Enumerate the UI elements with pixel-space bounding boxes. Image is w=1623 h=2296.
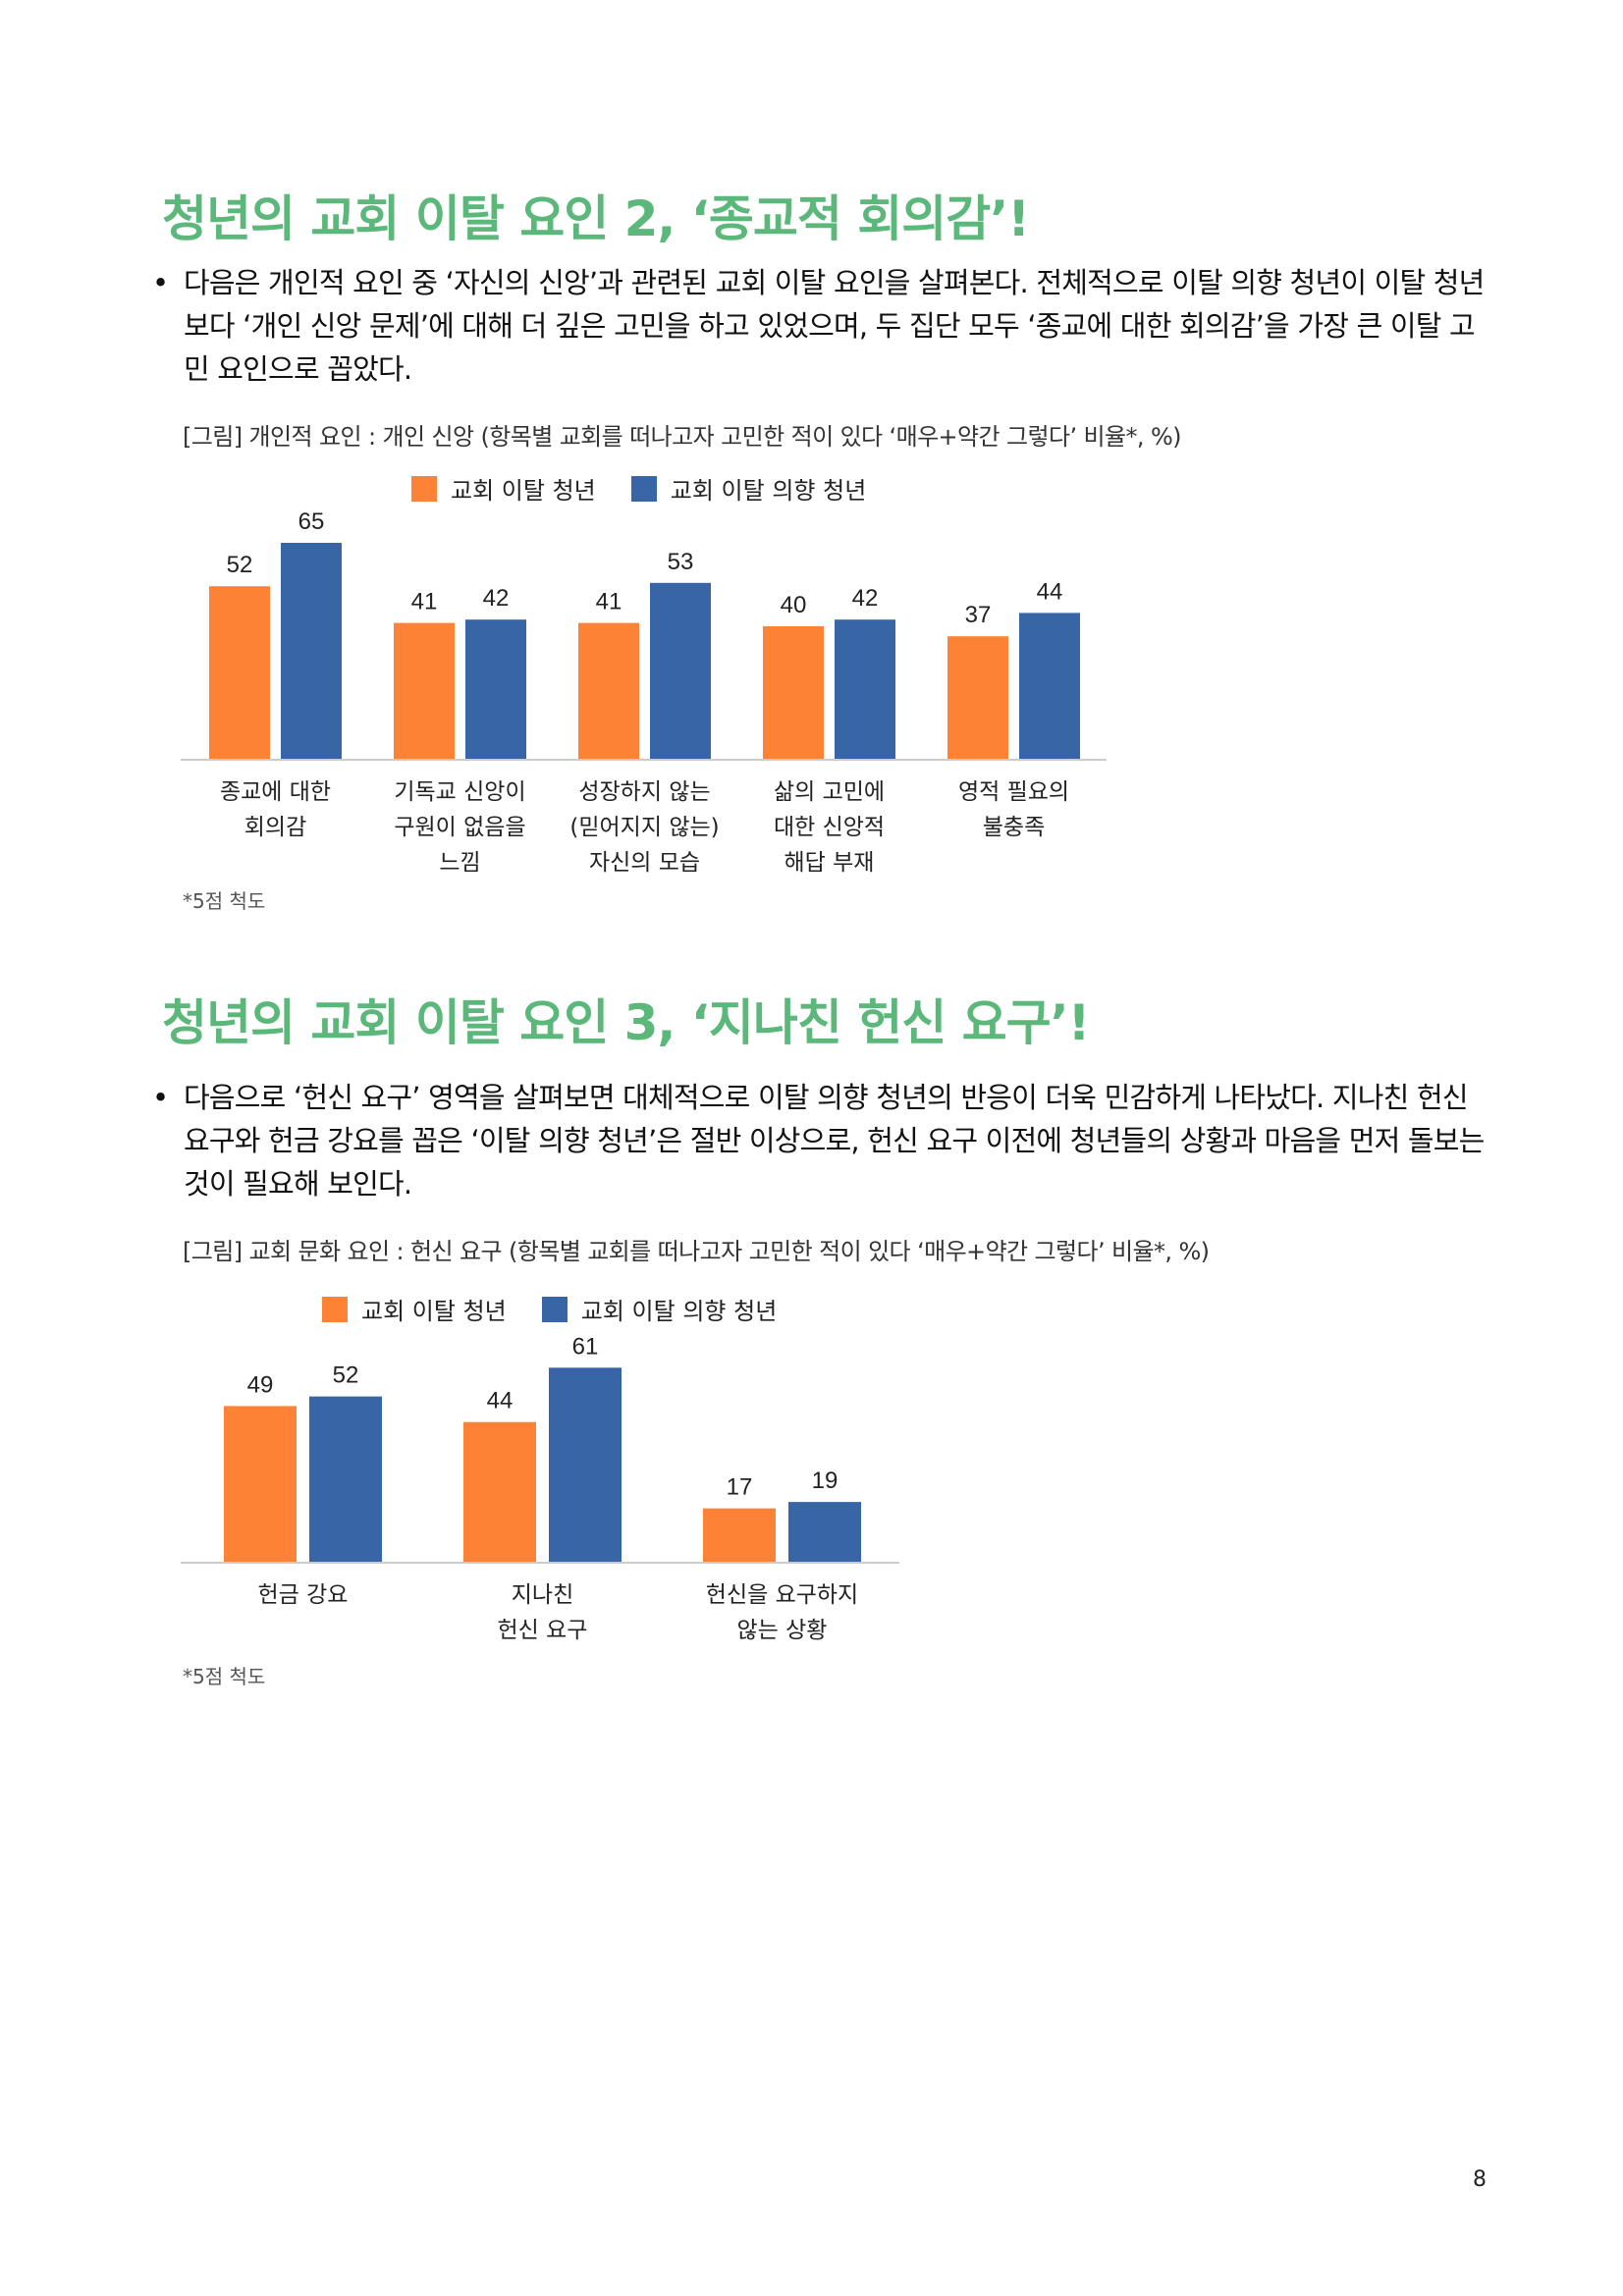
legend-swatch-blue xyxy=(630,475,657,502)
legend-label: 교회 이탈 의향 청년 xyxy=(580,1298,778,1325)
section3-bullet: • 다음으로 ‘헌신 요구’ 영역을 살펴보면 대체적으로 이탈 의향 청년의 … xyxy=(152,1076,1488,1205)
data-label: 41 xyxy=(411,589,438,615)
legend-label: 교회 이탈 청년 xyxy=(451,477,596,505)
bar xyxy=(835,619,895,760)
bar xyxy=(549,1367,622,1563)
category-label: (믿어지지 않는) xyxy=(569,815,719,840)
section2-caption: [그림] 개인적 요인 : 개인 신앙 (항목별 교회를 떠나고자 고민한 적이… xyxy=(183,423,1182,451)
category-label: 대한 신앙적 xyxy=(774,815,885,840)
category-label: 헌신을 요구하지 xyxy=(706,1582,858,1608)
bar xyxy=(463,1421,536,1563)
bar xyxy=(788,1502,861,1563)
legend-label: 교회 이탈 청년 xyxy=(361,1298,507,1325)
data-label: 52 xyxy=(227,552,253,578)
data-label: 42 xyxy=(483,585,510,612)
bar xyxy=(309,1396,382,1563)
category-label: 헌금 강요 xyxy=(258,1582,349,1608)
data-label: 44 xyxy=(1037,578,1063,605)
bar xyxy=(209,586,270,760)
bar xyxy=(281,543,342,760)
legend-item-intending: 교회 이탈 의향 청년 xyxy=(541,1292,778,1326)
data-label: 65 xyxy=(298,508,325,535)
data-label: 19 xyxy=(812,1468,839,1494)
section2-footnote: *5점 척도 xyxy=(183,889,266,913)
bar xyxy=(703,1508,776,1563)
data-label: 49 xyxy=(247,1371,274,1398)
bar xyxy=(947,636,1008,760)
chart1-legend: 교회 이탈 청년 교회 이탈 의향 청년 xyxy=(411,471,901,506)
bar xyxy=(763,626,824,760)
chart2-legend: 교회 이탈 청년 교회 이탈 의향 청년 xyxy=(322,1292,812,1326)
data-label: 52 xyxy=(333,1362,359,1389)
bar xyxy=(1019,613,1080,760)
data-label: 17 xyxy=(727,1474,753,1501)
legend-item-leaving: 교회 이탈 청년 xyxy=(411,471,596,506)
category-label: 회의감 xyxy=(244,815,306,840)
legend-label: 교회 이탈 의향 청년 xyxy=(670,477,867,505)
category-label: 지나친 xyxy=(512,1582,573,1608)
section3-caption: [그림] 교회 문화 요인 : 헌신 요구 (항목별 교회를 떠나고자 고민한 … xyxy=(183,1238,1210,1265)
bullet-dot: • xyxy=(152,266,169,299)
category-label: 성장하지 않는 xyxy=(578,779,710,805)
section2-title: 청년의 교회 이탈 요인 2, ‘종교적 회의감’! xyxy=(162,190,1030,247)
legend-item-leaving: 교회 이탈 청년 xyxy=(322,1292,507,1326)
section3-footnote: *5점 척도 xyxy=(183,1665,266,1688)
legend-swatch-orange xyxy=(411,475,437,502)
category-label: 않는 상황 xyxy=(737,1618,828,1643)
data-label: 61 xyxy=(572,1333,599,1360)
category-label: 영적 필요의 xyxy=(958,779,1069,805)
legend-swatch-orange xyxy=(322,1296,348,1322)
category-label: 기독교 신앙이 xyxy=(394,779,525,805)
page-number: 8 xyxy=(1473,2167,1487,2192)
legend-swatch-blue xyxy=(541,1296,568,1322)
legend-item-intending: 교회 이탈 의향 청년 xyxy=(630,471,867,506)
category-label: 삶의 고민에 xyxy=(774,779,885,805)
data-label: 40 xyxy=(781,592,807,618)
bar xyxy=(394,622,455,760)
bullet-dot: • xyxy=(152,1081,169,1114)
category-label: 헌신 요구 xyxy=(498,1618,588,1643)
category-label: 불충족 xyxy=(983,815,1045,840)
category-label: 해답 부재 xyxy=(784,850,875,876)
bar xyxy=(650,582,711,760)
category-label: 구원이 없음을 xyxy=(394,815,525,840)
section2-bullet-text: 다음은 개인적 요인 중 ‘자신의 신앙’과 관련된 교회 이탈 요인을 살펴본… xyxy=(184,266,1485,386)
bar xyxy=(465,619,526,760)
category-label: 느낌 xyxy=(439,850,480,876)
section3-title: 청년의 교회 이탈 요인 3, ‘지나친 헌신 요구’! xyxy=(162,994,1090,1051)
bar xyxy=(578,622,639,760)
section2-bullet: • 다음은 개인적 요인 중 ‘자신의 신앙’과 관련된 교회 이탈 요인을 살… xyxy=(152,261,1488,391)
data-label: 44 xyxy=(487,1388,514,1415)
data-label: 42 xyxy=(852,585,879,612)
bar xyxy=(224,1406,297,1563)
category-label: 자신의 모습 xyxy=(589,850,700,876)
data-label: 53 xyxy=(668,549,694,575)
data-label: 37 xyxy=(965,602,992,628)
data-label: 41 xyxy=(596,589,622,615)
section3-bullet-text: 다음으로 ‘헌신 요구’ 영역을 살펴보면 대체적으로 이탈 의향 청년의 반응… xyxy=(184,1081,1485,1201)
category-label: 종교에 대한 xyxy=(220,779,331,805)
